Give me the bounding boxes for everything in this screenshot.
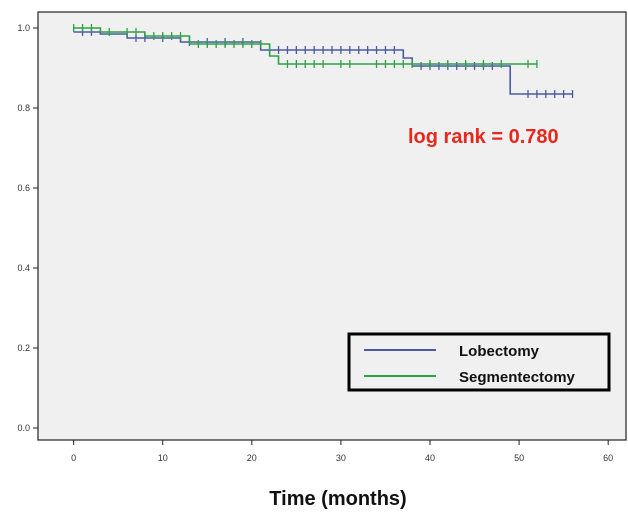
series-line-segmentectomy [73,27,537,65]
x-tick-label: 20 [247,453,257,463]
x-tick-label: 50 [514,453,524,463]
y-tick-label: 0.2 [17,343,30,353]
legend-box [347,332,611,392]
x-tick-label: 60 [603,453,613,463]
y-tick-label: 1.0 [17,23,30,33]
y-tick-label: 0.0 [17,423,30,433]
y-tick-label: 0.8 [17,103,30,113]
legend: Lobectomy Segmentectomy [347,332,611,392]
legend-label-segmentectomy: Segmentectomy [459,369,576,386]
x-axis-title: Time (months) [269,488,406,510]
y-tick-label: 0.6 [17,183,30,193]
x-tick-label: 40 [425,453,435,463]
x-tick-label: 0 [71,453,76,463]
x-axis: 0 10 20 30 40 50 60 [71,440,613,463]
legend-label-lobectomy: Lobectomy [459,343,540,360]
x-tick-label: 10 [158,453,168,463]
y-axis: 0.0 0.2 0.4 0.6 0.8 1.0 [17,23,38,433]
series-layer [72,24,574,98]
y-tick-label: 0.4 [17,263,30,273]
x-tick-label: 30 [336,453,346,463]
log-rank-annotation: log rank = 0.780 [408,126,559,148]
